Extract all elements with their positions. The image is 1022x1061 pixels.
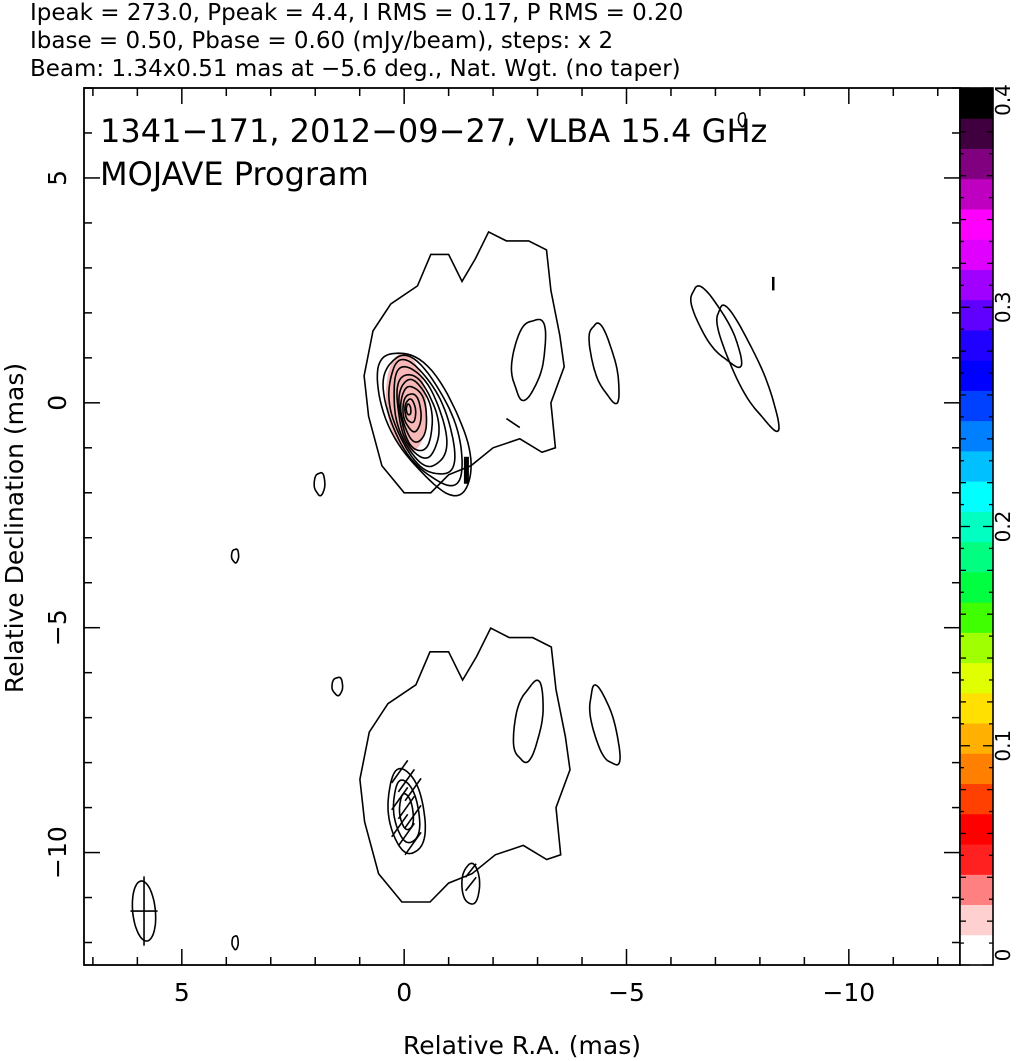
evpa-vector	[404, 804, 422, 829]
contour-outer-jet	[363, 230, 566, 494]
contour-core-ring	[398, 378, 434, 452]
contour-blob	[588, 322, 620, 405]
colorbar-step	[960, 813, 993, 845]
colorbar-step	[960, 934, 993, 966]
contour-blob	[331, 676, 344, 697]
evpa-vector	[404, 831, 422, 856]
header-line-3: Beam: 1.34x0.51 mas at −5.6 deg., Nat. W…	[30, 56, 681, 82]
evpa-vector	[397, 795, 416, 820]
contour-core-ring	[382, 354, 463, 487]
colorbar-ticks	[960, 87, 993, 966]
x-tick-labels: 5 0 −5 −10	[174, 978, 875, 1007]
x-axis-label: Relative R.A. (mas)	[403, 1031, 641, 1060]
contour-core-ring	[387, 358, 456, 475]
contour-core-ring	[404, 398, 417, 424]
colorbar-step	[960, 874, 993, 906]
evpa-vector	[397, 822, 416, 847]
colorbar-step	[960, 148, 993, 180]
colorbar-tick-label: 0	[991, 949, 1015, 962]
y-tick-label: 0	[43, 395, 72, 411]
x-tick-label: −5	[608, 978, 645, 1007]
contour-core-ring	[399, 385, 428, 443]
header-line-1: Ipeak = 273.0, Ppeak = 4.4, I RMS = 0.17…	[30, 0, 683, 26]
contour-lower-core	[387, 767, 427, 855]
evpa-vector	[391, 786, 409, 811]
axis-ticks	[84, 87, 960, 965]
y-axis-label: Relative Declination (mas)	[0, 363, 29, 693]
beam-ellipse	[131, 880, 157, 942]
colorbar-labels: 0 0.1 0.2 0.3 0.4	[991, 84, 1015, 961]
colorbar-step	[960, 360, 993, 391]
colorbar-step	[960, 692, 993, 724]
x-tick-label: 0	[396, 978, 412, 1007]
chart-subtitle: MOJAVE Program	[100, 155, 369, 193]
contour-blob	[313, 471, 326, 497]
colorbar-step	[960, 88, 993, 119]
colorbar-step	[960, 904, 993, 936]
contour-mark	[505, 417, 521, 429]
contour-blob	[510, 318, 547, 402]
contour-core-ring	[376, 352, 472, 497]
y-tick-label: −10	[43, 826, 72, 879]
y-tick-label: −5	[43, 609, 72, 646]
contour-blob	[461, 862, 481, 905]
header-line-2: Ibase = 0.50, Pbase = 0.60 (mJy/beam), s…	[30, 28, 613, 54]
x-tick-label: 5	[174, 978, 190, 1007]
colorbar-step	[960, 208, 993, 240]
contour-core-ring	[396, 373, 440, 459]
colorbar-step	[960, 178, 993, 210]
evpa-vector	[397, 768, 416, 793]
colorbar-step	[960, 239, 993, 270]
colorbar-step	[960, 299, 993, 331]
colorbar-step	[960, 662, 993, 694]
colorbar-step	[960, 269, 993, 301]
evpa-vector	[404, 777, 422, 802]
contour-core-ring	[393, 365, 448, 468]
contour-blob	[737, 112, 747, 128]
evpa-vector	[391, 813, 409, 838]
colorbar-step	[960, 541, 993, 573]
contour-blob	[230, 548, 240, 564]
colorbar-step	[960, 571, 993, 603]
contour-blob	[715, 304, 780, 433]
header: Ipeak = 273.0, Ppeak = 4.4, I RMS = 0.17…	[30, 0, 683, 82]
contour-blob	[512, 679, 544, 764]
colorbar-step	[960, 753, 993, 785]
colorbar-tick-label: 0.4	[991, 84, 1015, 116]
colorbar-step	[960, 783, 993, 815]
colorbar-step	[960, 602, 993, 633]
colorbar-tick-label: 0.2	[991, 511, 1015, 543]
plot-area: 5 0 −5 −10 5 0 −5 −10 1341−171, 2012−09−…	[0, 87, 961, 1060]
colorbar-step	[960, 450, 993, 482]
colorbar-step	[960, 329, 993, 361]
contour-core-ring	[405, 403, 412, 416]
contour-layer	[130, 112, 780, 951]
colorbar-step	[960, 118, 993, 149]
evpa-vector	[391, 759, 409, 784]
colorbar-tick-label: 0.3	[991, 291, 1015, 323]
colorbar-step	[960, 844, 993, 875]
x-tick-label: −10	[822, 978, 875, 1007]
y-tick-label: 5	[43, 170, 72, 186]
chart-title: 1341−171, 2012−09−27, VLBA 15.4 GHz	[100, 112, 767, 150]
contour-lower-envelope	[359, 627, 571, 903]
contour-blob	[231, 935, 239, 951]
colorbar-step	[960, 420, 993, 452]
y-tick-labels: 5 0 −5 −10	[43, 170, 72, 879]
plot-frame	[83, 87, 961, 966]
colorbar: 0 0.1 0.2 0.3 0.4	[959, 84, 1015, 966]
evpa-vector	[464, 876, 477, 892]
contour-blob	[588, 684, 621, 766]
colorbar-tick-label: 0.1	[991, 730, 1015, 762]
colorbar-step	[960, 723, 993, 754]
contour-core-ring	[402, 393, 422, 433]
colorbar-step	[960, 481, 993, 512]
colorbar-steps	[960, 88, 993, 966]
contour-lower-core	[392, 779, 421, 844]
contour-blob	[690, 285, 743, 369]
evpa-vector	[464, 863, 477, 878]
